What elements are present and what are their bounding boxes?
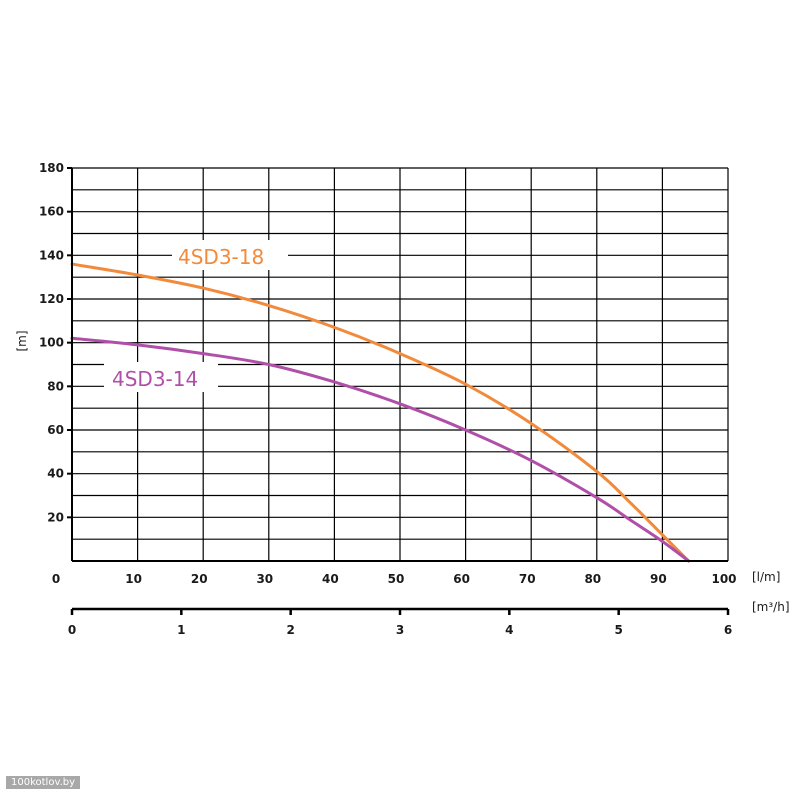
x-tick-label: 100 [711, 572, 736, 586]
x2-tick-label: 2 [286, 623, 294, 637]
x-tick-label: 80 [584, 572, 601, 586]
y-tick-label: 160 [39, 205, 64, 219]
x2-tick-label: 5 [614, 623, 622, 637]
x2-tick-label: 0 [68, 623, 76, 637]
x-tick-label: 70 [519, 572, 536, 586]
y-tick-label: 180 [39, 161, 64, 175]
x-axis-label: [l/m] [752, 570, 780, 584]
x-tick-label: 10 [125, 572, 142, 586]
x-tick-label: 90 [650, 572, 667, 586]
x2-tick-label: 3 [396, 623, 404, 637]
y-tick-label: 20 [47, 510, 64, 524]
y-tick-label: 140 [39, 248, 64, 262]
x-tick-label: 0 [52, 572, 60, 586]
y-tick-label: 60 [47, 423, 64, 437]
y-axis-label: [m] [15, 330, 29, 351]
x2-axis-label: [m³/h] [752, 600, 790, 614]
series-line-4sd3-18 [70, 262, 691, 563]
watermark: 100kotlov.by [6, 776, 81, 789]
y-tick-label: 100 [39, 336, 64, 350]
series-label-4sd3-18: 4SD3-18 [178, 245, 264, 269]
series-label-background [172, 240, 288, 270]
series-label-4sd3-14: 4SD3-14 [112, 367, 198, 391]
axes [67, 167, 730, 615]
x2-tick-label: 1 [177, 623, 185, 637]
series-line-4sd3-14 [70, 336, 691, 563]
y-tick-label: 40 [47, 467, 64, 481]
y-tick-label: 120 [39, 292, 64, 306]
x2-tick-label: 4 [505, 623, 513, 637]
grid [72, 167, 729, 561]
curves [70, 262, 691, 563]
x-tick-label: 40 [322, 572, 339, 586]
x-tick-label: 50 [388, 572, 405, 586]
x-tick-label: 30 [256, 572, 273, 586]
y-tick-label: 80 [47, 379, 64, 393]
x2-tick-label: 6 [724, 623, 732, 637]
x-tick-label: 20 [191, 572, 208, 586]
series-label-background [104, 362, 218, 392]
x-tick-label: 60 [453, 572, 470, 586]
